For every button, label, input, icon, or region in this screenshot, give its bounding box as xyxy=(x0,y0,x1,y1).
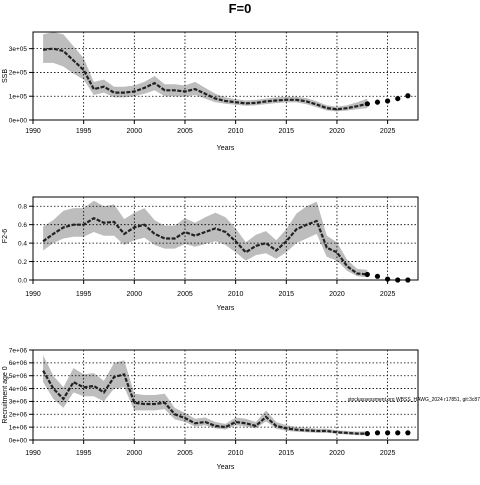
y-axis-label: SSB xyxy=(2,69,9,83)
x-tick-label: 2000 xyxy=(127,450,143,457)
y-tick-label: 3e+06 xyxy=(9,399,28,406)
x-tick-label: 2000 xyxy=(127,291,143,298)
x-tick-label: 2015 xyxy=(279,450,295,457)
y-tick-label: 6e+06 xyxy=(9,360,28,367)
y-tick-label: 2e+05 xyxy=(9,70,28,77)
confidence-band xyxy=(43,355,368,436)
x-tick-label: 1995 xyxy=(76,291,92,298)
y-tick-label: 0.8 xyxy=(18,204,27,211)
x-axis-label: Years xyxy=(217,464,235,471)
estimate-series-line xyxy=(42,370,368,435)
projection-point xyxy=(385,98,391,104)
x-tick-label: 2010 xyxy=(228,450,244,457)
version-annotation: stockassessment.org WBSS_HAWG_2024 r1785… xyxy=(348,397,480,403)
y-tick-label: 3e+05 xyxy=(9,46,28,53)
projection-point xyxy=(364,101,370,107)
x-tick-label: 2025 xyxy=(380,128,396,135)
recruitment-panel: 1990 1995 2000 2005 2010 2015 2020 2025 0e+00 1e+… xyxy=(2,347,480,471)
plot-frame xyxy=(32,196,419,281)
y-tick-label: 0.2 xyxy=(18,259,27,266)
projection-point xyxy=(395,95,401,102)
x-tick-label: 2010 xyxy=(228,128,244,135)
x-axis-label: Years xyxy=(217,305,235,312)
chart-title: F=0 xyxy=(228,1,252,16)
projection-point xyxy=(385,430,391,436)
x-tick-label: 2025 xyxy=(380,450,396,457)
plot-frame xyxy=(32,349,419,441)
y-tick-label: 4e+06 xyxy=(9,386,28,393)
x-tick-label: 2005 xyxy=(177,450,193,457)
y-tick-label: 0.0 xyxy=(18,277,27,284)
estimate-series-line xyxy=(42,47,368,111)
projection-point xyxy=(364,271,370,278)
x-tick-label: 1995 xyxy=(76,128,92,135)
y-tick-label: 1e+06 xyxy=(9,424,28,431)
x-tick-label: 2010 xyxy=(228,291,244,298)
projection-point xyxy=(374,430,381,436)
plot-frame xyxy=(32,31,419,121)
confidence-band xyxy=(43,32,368,112)
projection-point xyxy=(405,430,411,436)
x-tick-label: 1990 xyxy=(25,291,41,298)
y-tick-label: 2e+06 xyxy=(9,412,28,419)
y-tick-label: 0e+00 xyxy=(9,437,28,444)
x-tick-label: 2020 xyxy=(329,450,345,457)
x-tick-label: 2015 xyxy=(279,291,295,298)
projection-point xyxy=(395,430,401,436)
y-tick-label: 0e+00 xyxy=(9,117,28,124)
x-tick-label: 2000 xyxy=(127,128,143,135)
x-tick-label: 1990 xyxy=(25,450,41,457)
x-tick-label: 2025 xyxy=(380,291,396,298)
projection-point xyxy=(364,430,370,437)
projection-point xyxy=(374,99,381,105)
x-tick-label: 1995 xyxy=(76,450,92,457)
x-tick-label: 1990 xyxy=(25,128,41,135)
x-tick-label: 2020 xyxy=(329,291,345,298)
y-tick-label: 0.6 xyxy=(18,222,27,229)
x-axis-label: Years xyxy=(217,145,235,152)
ssb-panel: 1990 1995 2000 2005 2010 2015 2020 2025 0e+00 1e+… xyxy=(2,31,419,152)
projection-point xyxy=(374,273,381,279)
projection-point xyxy=(405,93,411,99)
y-tick-label: 5e+06 xyxy=(9,373,28,380)
y-tick-label: 7e+06 xyxy=(9,347,28,354)
x-tick-label: 2005 xyxy=(177,128,193,135)
x-tick-label: 2015 xyxy=(279,128,295,135)
fishing-mortality-panel: 1990 1995 2000 2005 2010 2015 2020 2025 0.0 0.2 0.… xyxy=(2,196,419,312)
confidence-band xyxy=(43,200,368,278)
estimate-series-line xyxy=(42,216,368,276)
x-tick-label: 2005 xyxy=(177,291,193,298)
y-axis-label: F2-6 xyxy=(2,229,9,244)
y-axis-label: Recruitment age 0 xyxy=(2,366,9,423)
y-tick-label: 1e+05 xyxy=(9,94,28,101)
x-tick-label: 2020 xyxy=(329,128,345,135)
y-tick-label: 0.4 xyxy=(18,240,27,247)
